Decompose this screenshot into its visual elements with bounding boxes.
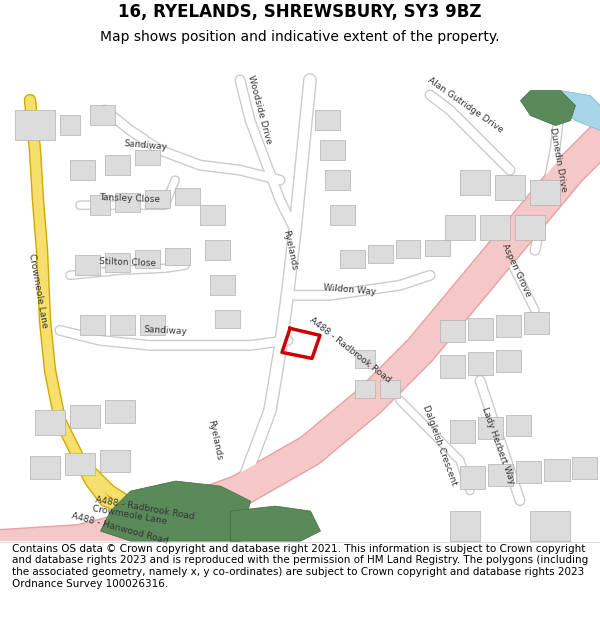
Text: Aspen Grove: Aspen Grove [500, 242, 532, 298]
Text: Crowmeole Lane: Crowmeole Lane [92, 504, 168, 527]
Text: Contains OS data © Crown copyright and database right 2021. This information is : Contains OS data © Crown copyright and d… [12, 544, 588, 589]
Text: Woodside Drive: Woodside Drive [247, 74, 274, 146]
Text: Ryelands: Ryelands [281, 229, 299, 271]
Text: Sandiway: Sandiway [143, 325, 187, 336]
Text: Map shows position and indicative extent of the property.: Map shows position and indicative extent… [100, 31, 500, 44]
Text: Alan Gutridge Drive: Alan Gutridge Drive [425, 76, 505, 134]
Text: A488 - Hanwood Road: A488 - Hanwood Road [71, 511, 169, 546]
Text: Sandiway: Sandiway [123, 139, 167, 151]
Text: Wildon Way: Wildon Way [323, 284, 377, 297]
Text: Dalgleish Crescent: Dalgleish Crescent [421, 404, 459, 487]
Text: Stilton Close: Stilton Close [100, 257, 157, 268]
Text: 16, RYELANDS, SHREWSBURY, SY3 9BZ: 16, RYELANDS, SHREWSBURY, SY3 9BZ [118, 4, 482, 21]
Text: Tansley Close: Tansley Close [100, 192, 161, 204]
Text: Crowmeole Lane: Crowmeole Lane [27, 253, 49, 328]
Text: Ryelands: Ryelands [206, 419, 224, 461]
Text: A488 - Radbrook Road: A488 - Radbrook Road [308, 316, 392, 385]
Text: Dunedin Drive: Dunedin Drive [548, 127, 568, 193]
Text: A488 - Radbrook Road: A488 - Radbrook Road [95, 496, 195, 522]
Text: Lady Herbert Way: Lady Herbert Way [480, 406, 516, 485]
